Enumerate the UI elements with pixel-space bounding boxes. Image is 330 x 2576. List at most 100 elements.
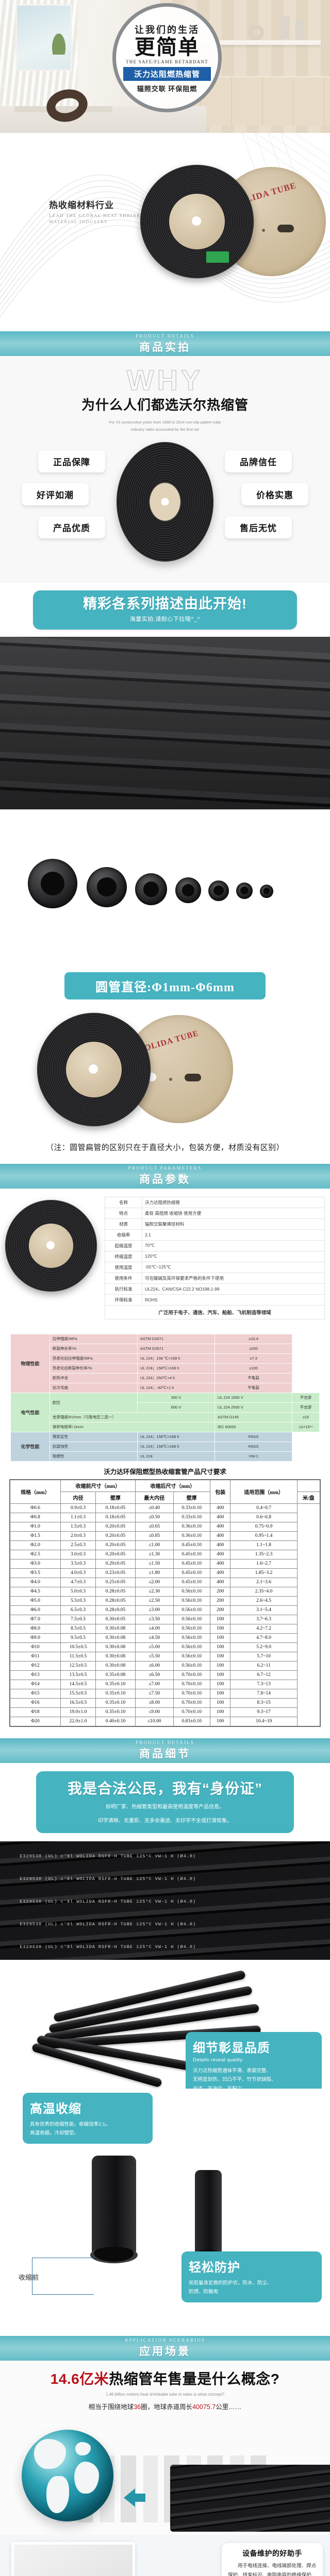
size-cell: Φ11	[9, 1651, 61, 1662]
spec-item-name: 铜安定性	[50, 1431, 138, 1442]
detail-protect-card: 轻松防护 宛若量身定做的防护衣，防水、防尘、 防锈、防触电	[182, 2251, 322, 2302]
size-cell: Φ15	[9, 1688, 61, 1699]
param-value: 辐照交联聚烯烃材料	[142, 1218, 325, 1230]
shrink-comparison-photo: 收缩前 收缩后 轻松防护 宛若量身定做的防护衣，防水、防尘、 防锈、防触电	[0, 2150, 330, 2305]
brand-tagline-en2: MATERIAL INDUSTRY	[49, 219, 108, 224]
section-header-product-details: PRODUCT DETAILS 商品细节	[0, 1738, 330, 1763]
size-cell: 0.20±0.05	[95, 1521, 136, 1532]
why-pill-grid: 正品保障 好评如潮 产品优质 品牌信任 价格实惠 售后无忧	[0, 438, 330, 577]
section-en-label-details: PRODUCT DETAILS	[136, 1740, 194, 1745]
size-table-row: Φ4.0 4.7±0.3 0.25±0.05 ≤2.00 0.45±0.10 400 2.1…	[9, 1577, 320, 1587]
size-cell: Φ10	[9, 1642, 61, 1652]
size-cell: 400	[209, 1540, 231, 1550]
globe-sub-num2: 40075.7	[192, 2403, 216, 2411]
size-cell: 0.45±0.10	[173, 1568, 210, 1578]
param-key: 收缩率	[105, 1229, 142, 1241]
size-cell: Φ14	[9, 1679, 61, 1689]
size-cell: 0.70±0.10	[173, 1707, 210, 1717]
size-table-row: Φ0.8 1.1±0.3 0.18±0.05 ≤0.50 0.33±0.10 400 0.6…	[9, 1512, 320, 1522]
size-cell: 100	[209, 1698, 231, 1708]
size-cell: 1.1±0.3	[60, 1512, 96, 1522]
size-cell: ≤0.40	[135, 1503, 174, 1513]
callout-label-before: 收缩前	[19, 2273, 39, 2281]
spec-value: 不击穿	[292, 1392, 320, 1403]
reel-product-photo: WOLIDA TUBE	[140, 165, 326, 294]
param-row: 环保标准 ROHS	[105, 1294, 325, 1306]
spec-standard: ASTM D2671	[137, 1333, 215, 1344]
size-subheader-cell: 壁厚	[173, 1491, 210, 1504]
size-cell: 3.1~5.4	[230, 1605, 298, 1615]
size-cell: 0.70±0.10	[173, 1679, 210, 1689]
app-speech-body: 用于电线连接、电线端部处理、焊点保护、线束标识、电阻电容的绝缘保护、金属棒或管材…	[228, 2563, 317, 2576]
spec-value: PASS	[214, 1441, 292, 1452]
size-cell: ≤1.30	[135, 1549, 174, 1560]
size-table-row: Φ5.0 5.5±0.3 0.28±0.05 ≤2.50 0.56±0.10 200 2.6…	[9, 1596, 320, 1606]
size-cell: Φ20	[9, 1716, 61, 1727]
detail-quality-p1: 沃力达热缩管通体平滑、表面完整、	[193, 2067, 272, 2074]
globe-illustration	[0, 2411, 330, 2535]
series-start-subtitle: 海量实拍,请耐心下拉哦^_^	[129, 616, 201, 622]
reel-coil	[140, 165, 254, 278]
spec-row: 化学性能 铜安定性 UL 224；158℃×168 h PASS	[10, 1431, 320, 1462]
size-header-cell: 包装	[209, 1479, 231, 1504]
size-cell: ≤7.00	[135, 1679, 174, 1689]
size-cell: 1.1~1.8	[230, 1540, 298, 1550]
size-table-row: Φ6.0 6.5±0.3 0.28±0.05 ≤3.00 0.56±0.10 200 3.1…	[9, 1605, 320, 1615]
application-scene-section: 设备维护的好助手 用于电线连接、电线端部处理、焊点保护、线束标识、电阻电容的绝缘…	[0, 2534, 330, 2576]
param-row: 材质 辐照交联聚烯烃材料	[105, 1218, 325, 1230]
tube-before-mouth	[90, 2246, 138, 2263]
param-key: 使用条件	[105, 1272, 142, 1284]
detail-id-p1: 标明厂家、热缩管类型和最高使用温度等产品信息。	[106, 1804, 224, 1810]
spec-item-name: 抗腐蚀性	[50, 1441, 138, 1452]
spec-sub-value: 600 V	[137, 1402, 215, 1413]
size-cell: Φ3.0	[9, 1558, 61, 1569]
size-cell: Φ2.5	[9, 1549, 61, 1560]
size-subheader-cell: 壁厚	[95, 1491, 136, 1504]
size-header-row-top: 规格（mm） 收缩前尺寸（mm） 收缩后尺寸（mm） 包装 适用范围（mm）	[9, 1479, 320, 1504]
tube-before-shrink	[90, 2155, 138, 2263]
size-cell: 2.1~3.6	[230, 1577, 298, 1587]
hero-brand-bar: 沃力达阻燃热缩管	[123, 66, 211, 81]
size-cell: 0.18±0.05	[95, 1512, 136, 1522]
hero-slogan-line5: 辐照交联 环保阻燃	[137, 84, 197, 93]
earth-globe-icon	[22, 2429, 113, 2521]
spec-value: 不龟裂	[214, 1382, 292, 1393]
size-table-row: Φ20 22.0±1.0 0.40±0.10 ≤10.00 0.83±0.10 100 10…	[9, 1716, 320, 1727]
spec-standard: UL 224；158 ℃×168 h	[137, 1353, 215, 1364]
tube-after-shrink	[194, 2170, 223, 2261]
param-value: ROHS	[142, 1294, 325, 1306]
size-cell: 11.5±0.5	[60, 1651, 96, 1662]
spec-value: ≥15	[292, 1412, 320, 1422]
printed-tubes-photo: E329530 (UL) c'9l WOLIDA RSFR-H TUBE 125…	[0, 1841, 330, 1960]
why-pill-right-1: 品牌信任	[225, 450, 292, 472]
size-cell: Φ9.0	[9, 1633, 61, 1643]
size-cell: ≤3.00	[135, 1605, 174, 1615]
why-pill-left-2: 好评如潮	[22, 483, 89, 505]
spec-row: 抗腐蚀性 UL 224；158℃×168 h PASS	[11, 1441, 320, 1452]
size-cell: 0.56±0.10	[173, 1651, 210, 1662]
size-cell: 0.56±0.10	[173, 1586, 210, 1597]
size-cell: Φ8.0	[9, 1623, 61, 1634]
detail-quality-card: 细节彰显品质 Details reveal quality 沃力达热缩管通体平滑…	[186, 2031, 322, 2089]
reel-slot-2	[185, 1073, 201, 1081]
app-speech-title: 设备维护的好助手	[242, 2549, 302, 2557]
size-cell: 0.6~0.8	[230, 1512, 298, 1522]
tube-end-4	[175, 877, 201, 903]
size-cell: 1.35~2.3	[230, 1549, 298, 1560]
continent-africa	[74, 2461, 99, 2494]
param-coil	[5, 1199, 97, 1292]
param-key: 特点	[105, 1207, 142, 1219]
size-cell: ≤0.85	[135, 1531, 174, 1541]
spec-value: VW-1	[214, 1451, 292, 1462]
size-cell: 0.20±0.05	[95, 1540, 136, 1550]
spec-row: 阻燃性 UL 224 VW-1	[11, 1451, 320, 1462]
size-subheader-cell: 内径	[60, 1491, 96, 1504]
spec-row: 击穿强度/kV/mm（与耐电压二选一） ASTM D149 ≥15	[11, 1412, 320, 1422]
reel-pin-hole	[262, 229, 265, 232]
why-pill-left-1: 正品保障	[38, 450, 105, 472]
section-en-label-app: APPLICATION SCENARIOS	[124, 2337, 206, 2343]
param-coil-hole	[46, 1241, 55, 1249]
spec-standard: IEC 60093	[214, 1421, 292, 1432]
globe-subtext: 相当于围绕地球36圈，地球赤道周长40075.7公里……	[0, 2401, 330, 2411]
